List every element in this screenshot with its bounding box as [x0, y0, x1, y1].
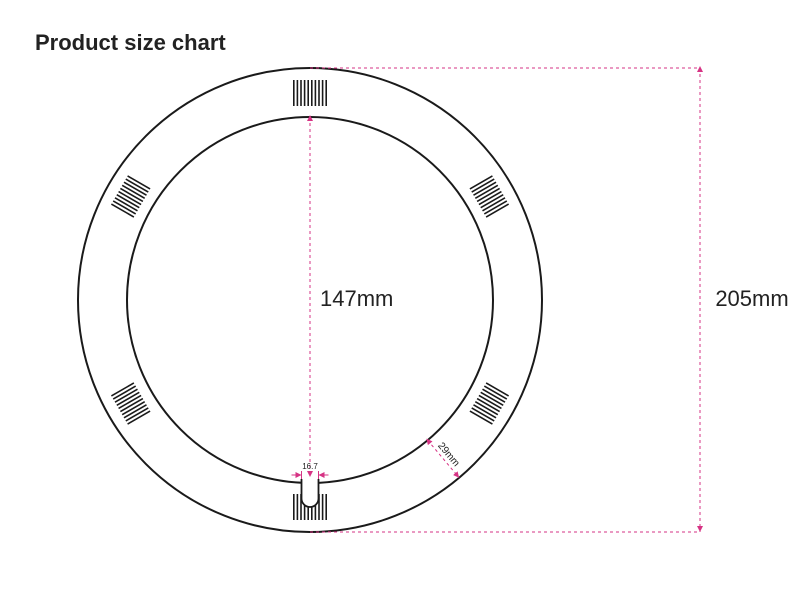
diagram-svg: 147mm205mm29mm16.7	[0, 0, 800, 609]
dim-inner-label: 147mm	[320, 286, 393, 311]
dim-tab-label: 16.7	[302, 462, 318, 471]
vent-group	[294, 80, 326, 106]
vent-group	[470, 176, 509, 217]
vent-group	[111, 383, 150, 424]
vent-group	[111, 176, 150, 217]
page: Product size chart 147mm205mm29mm16.7	[0, 0, 800, 609]
vent-group	[470, 383, 509, 424]
bottom-tab	[302, 479, 319, 507]
dim-outer-label: 205mm	[715, 286, 788, 311]
